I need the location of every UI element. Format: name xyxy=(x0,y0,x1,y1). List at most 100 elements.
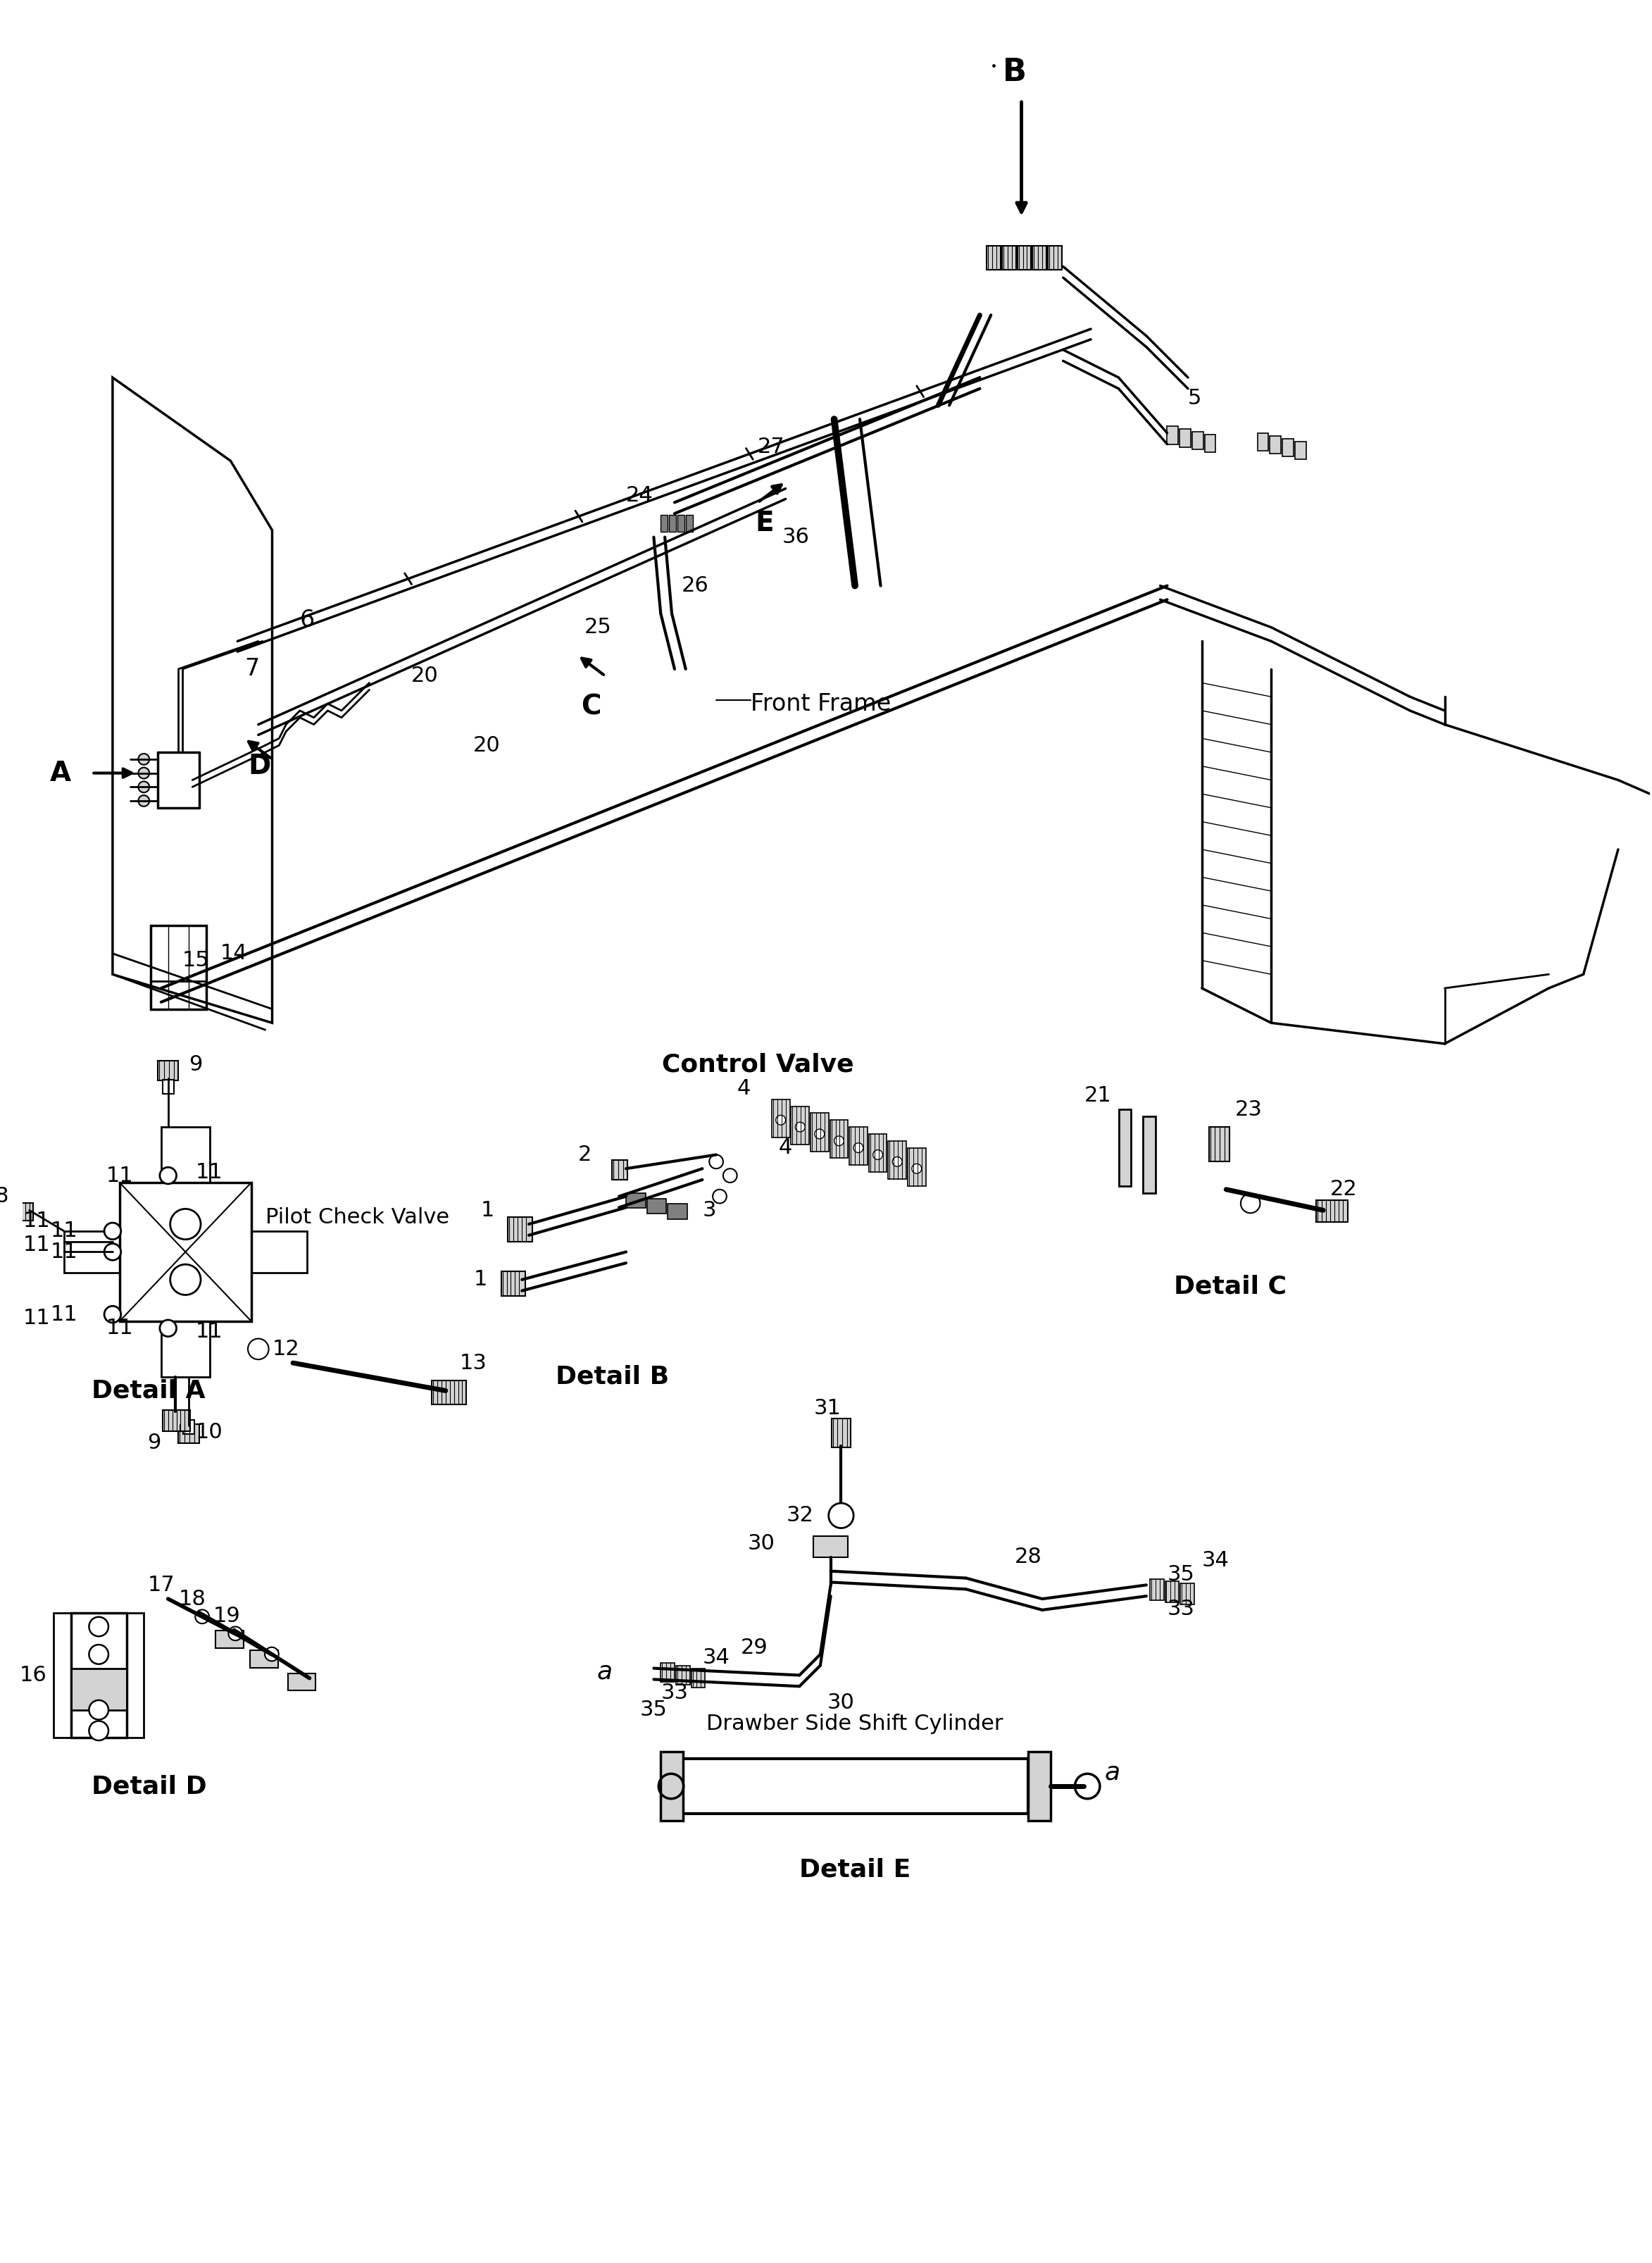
Text: 9: 9 xyxy=(147,1432,160,1453)
Text: 35: 35 xyxy=(1168,1564,1194,1584)
Bar xyxy=(162,1079,173,1093)
Text: 33: 33 xyxy=(1168,1600,1194,1620)
Text: 30: 30 xyxy=(748,1532,775,1555)
Bar xyxy=(1282,439,1294,457)
Text: 20: 20 xyxy=(474,735,501,756)
Text: 32: 32 xyxy=(786,1505,813,1525)
Bar xyxy=(986,247,1001,269)
Bar xyxy=(216,1632,243,1647)
Circle shape xyxy=(89,1616,109,1636)
Bar xyxy=(1150,1580,1163,1600)
Bar xyxy=(431,1380,466,1405)
Text: Detail C: Detail C xyxy=(1175,1274,1287,1299)
Bar xyxy=(829,1120,847,1159)
Text: Drawber Side Shift Cylinder: Drawber Side Shift Cylinder xyxy=(707,1713,1003,1733)
Text: 5: 5 xyxy=(1188,389,1201,410)
Bar xyxy=(613,1161,628,1179)
Circle shape xyxy=(228,1627,243,1641)
Text: 11: 11 xyxy=(51,1220,78,1242)
Text: 34: 34 xyxy=(702,1647,730,1668)
Bar xyxy=(661,516,667,532)
Text: 1: 1 xyxy=(481,1199,494,1220)
Circle shape xyxy=(139,781,149,792)
Text: 22: 22 xyxy=(1330,1179,1358,1199)
Text: 2: 2 xyxy=(578,1145,591,1165)
Circle shape xyxy=(892,1156,902,1165)
Text: Detail D: Detail D xyxy=(93,1774,206,1799)
Bar xyxy=(686,516,692,532)
Bar xyxy=(1018,247,1031,269)
Text: 1: 1 xyxy=(474,1270,487,1290)
Text: 9: 9 xyxy=(188,1055,203,1075)
Bar xyxy=(127,1614,144,1738)
Text: 17: 17 xyxy=(147,1575,175,1595)
Text: 23: 23 xyxy=(1236,1100,1262,1120)
Bar xyxy=(771,1100,790,1138)
Text: Pilot Check Valve: Pilot Check Valve xyxy=(266,1206,449,1227)
Text: a: a xyxy=(1105,1761,1120,1783)
Text: 11: 11 xyxy=(51,1303,78,1324)
Text: 31: 31 xyxy=(813,1399,841,1419)
Circle shape xyxy=(724,1168,737,1184)
Bar xyxy=(682,1758,1029,1815)
Bar xyxy=(1165,1582,1180,1602)
Text: 13: 13 xyxy=(459,1353,487,1374)
Bar xyxy=(1257,432,1269,450)
Text: C: C xyxy=(582,692,601,720)
Bar xyxy=(1003,247,1016,269)
Circle shape xyxy=(104,1222,121,1240)
Text: A: A xyxy=(50,760,71,788)
Text: 15: 15 xyxy=(182,950,210,971)
Text: Control Valve: Control Valve xyxy=(662,1052,854,1077)
Bar xyxy=(667,1204,687,1220)
Text: 11: 11 xyxy=(23,1308,50,1328)
Text: 11: 11 xyxy=(23,1211,50,1231)
Bar xyxy=(1118,1109,1132,1186)
Bar xyxy=(849,1127,867,1165)
Circle shape xyxy=(829,1503,854,1528)
Bar xyxy=(64,1231,119,1272)
Circle shape xyxy=(1241,1193,1260,1213)
Bar xyxy=(251,1231,307,1272)
Circle shape xyxy=(712,1190,727,1204)
Text: Detail A: Detail A xyxy=(93,1378,205,1403)
Text: 27: 27 xyxy=(758,437,785,457)
Text: 11: 11 xyxy=(106,1165,134,1186)
Bar xyxy=(661,1663,674,1681)
Bar xyxy=(71,1614,127,1738)
Text: 6: 6 xyxy=(301,609,316,631)
Circle shape xyxy=(160,1319,177,1337)
Bar xyxy=(162,1127,210,1184)
Text: 20: 20 xyxy=(411,665,438,686)
Bar xyxy=(1032,247,1046,269)
Bar xyxy=(676,1666,691,1686)
Bar xyxy=(162,1410,190,1430)
Text: B: B xyxy=(1003,57,1026,88)
Bar xyxy=(1295,441,1307,459)
Bar xyxy=(53,1614,71,1738)
Bar xyxy=(669,516,676,532)
Bar xyxy=(1209,1127,1229,1161)
Circle shape xyxy=(709,1154,724,1168)
Bar xyxy=(162,1322,210,1376)
Circle shape xyxy=(795,1122,805,1132)
Bar xyxy=(889,1141,907,1179)
Circle shape xyxy=(264,1647,279,1661)
Bar xyxy=(907,1147,925,1186)
Bar xyxy=(509,1217,532,1242)
Bar xyxy=(1317,1199,1348,1222)
Text: 7: 7 xyxy=(244,656,259,681)
Bar xyxy=(1180,430,1191,446)
Text: 25: 25 xyxy=(585,618,611,638)
Bar xyxy=(157,1061,178,1079)
Bar xyxy=(501,1272,525,1297)
Text: 29: 29 xyxy=(740,1636,768,1659)
Text: 18: 18 xyxy=(178,1589,206,1609)
Circle shape xyxy=(89,1645,109,1663)
Text: 36: 36 xyxy=(781,527,809,548)
Circle shape xyxy=(195,1609,210,1623)
Text: 24: 24 xyxy=(626,484,653,505)
Text: 11: 11 xyxy=(51,1242,78,1263)
Circle shape xyxy=(104,1306,121,1322)
Text: a: a xyxy=(596,1659,613,1684)
